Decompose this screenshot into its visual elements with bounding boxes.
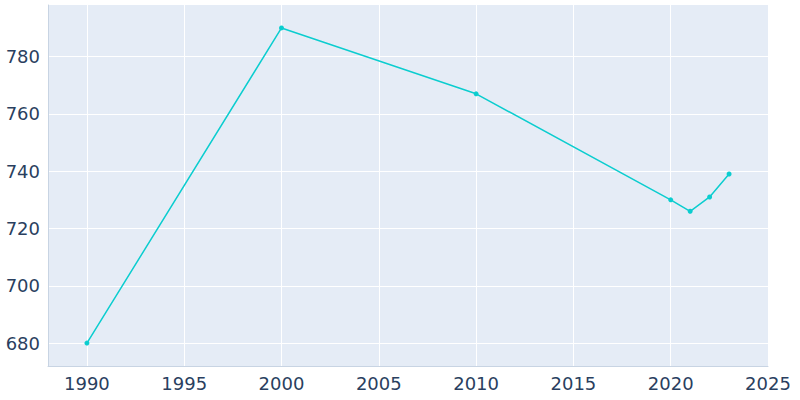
- svg-text:2010: 2010: [453, 373, 499, 394]
- svg-text:780: 780: [6, 46, 40, 67]
- svg-text:700: 700: [6, 275, 40, 296]
- svg-text:2025: 2025: [745, 373, 791, 394]
- svg-text:2020: 2020: [648, 373, 694, 394]
- svg-text:680: 680: [6, 333, 40, 354]
- svg-text:2000: 2000: [259, 373, 305, 394]
- svg-text:720: 720: [6, 218, 40, 239]
- svg-text:2005: 2005: [356, 373, 402, 394]
- svg-text:740: 740: [6, 161, 40, 182]
- svg-text:760: 760: [6, 103, 40, 124]
- svg-text:2015: 2015: [550, 373, 596, 394]
- svg-text:1990: 1990: [64, 373, 110, 394]
- svg-text:1995: 1995: [161, 373, 207, 394]
